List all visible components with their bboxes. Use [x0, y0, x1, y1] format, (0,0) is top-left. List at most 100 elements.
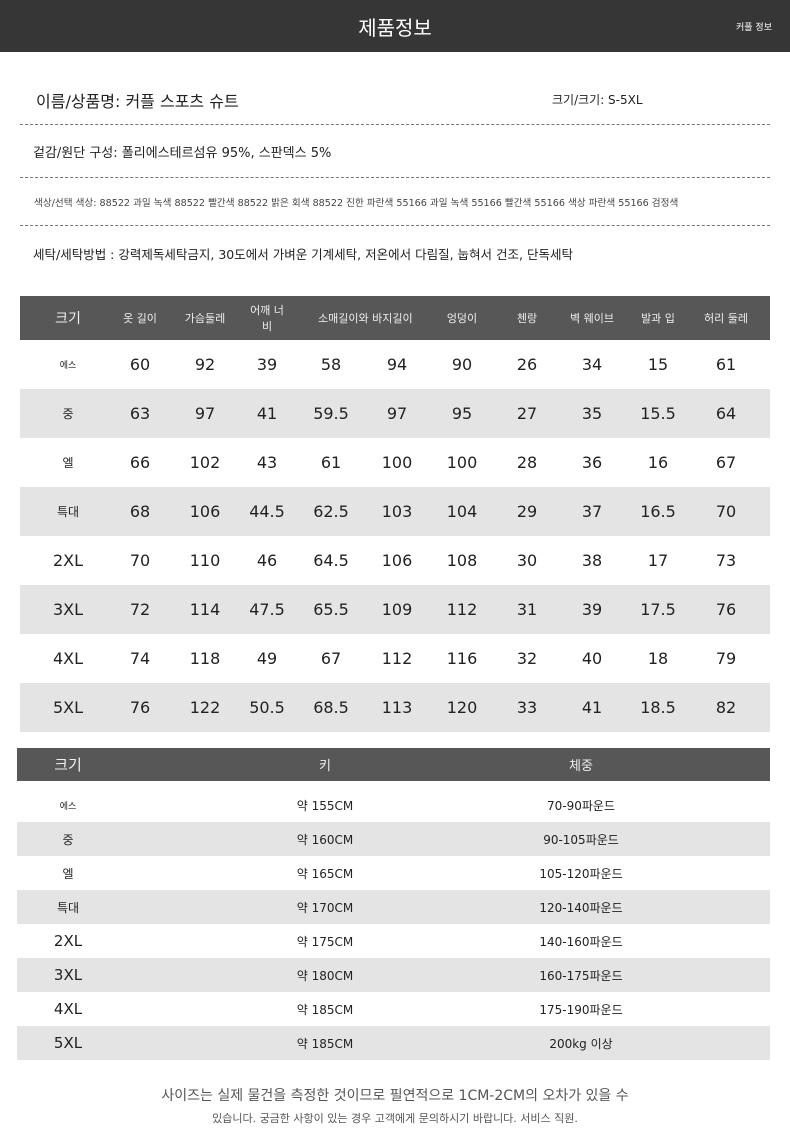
table-cell: 120: [446, 698, 478, 717]
table-cell: 18: [647, 649, 669, 668]
page-title: 제품정보: [358, 16, 432, 40]
table-cell: 중: [62, 832, 74, 847]
table-cell: 97: [194, 404, 216, 423]
table-cell: 31: [516, 600, 538, 619]
table-cell: 4XL: [53, 1000, 83, 1018]
table-row: 2XL 70 110 46 64.5 106 108 30 38 17 73: [20, 536, 770, 585]
table-cell: 약 185CM: [296, 1036, 354, 1051]
table-cell: 41: [581, 698, 603, 717]
table-cell: 47.5: [249, 600, 285, 619]
size-table-header: 크기 옷 길이 가슴둘레 어깨 너비 소매길이와 바지길이 엉덩이 첸랑 벽 웨이브 발과 입 허…: [20, 296, 770, 340]
table-cell: 97: [386, 404, 408, 423]
table-cell: 120-140파운드: [539, 900, 623, 915]
table-cell: 108: [446, 551, 478, 570]
fit-table-header: 크기 키 체중: [17, 748, 770, 781]
table-cell: 26: [516, 355, 538, 374]
table-cell: 106: [381, 551, 413, 570]
table-cell: 엘: [62, 866, 74, 881]
table-cell: 50.5: [249, 698, 285, 717]
table-cell: 160-175파운드: [539, 968, 623, 983]
table-row: 5XL 약 185CM 200kg 이상: [17, 1026, 770, 1060]
product-material: 겉감/원단 구성: 폴리에스테르섬유 95%, 스판덱스 5%: [33, 146, 332, 161]
table-cell: 32: [516, 649, 538, 668]
table-row: 5XL 76 122 50.5 68.5 113 120 33 41 18.5 82: [20, 683, 770, 732]
table-cell: 94: [386, 355, 408, 374]
table-cell: 41: [256, 404, 278, 423]
table-row: 중 약 160CM 90-105파운드: [17, 822, 770, 856]
table-cell: 44.5: [249, 502, 285, 521]
header-bar: 제품정보 커플 정보: [0, 0, 790, 52]
table-cell: 92: [194, 355, 216, 374]
table-cell: 약 160CM: [296, 832, 354, 847]
table-row: 4XL 74 118 49 67 112 116 32 40 18 79: [20, 634, 770, 683]
table-cell: 약 175CM: [296, 934, 354, 949]
divider: [20, 177, 770, 178]
table-cell: 82: [715, 698, 737, 717]
table-cell: 특대: [56, 505, 80, 519]
table-cell: 102: [189, 453, 221, 472]
header-cell: 첸랑: [516, 312, 538, 325]
table-cell: 16.5: [640, 502, 676, 521]
table-cell: 67: [320, 649, 342, 668]
table-cell: 33: [516, 698, 538, 717]
table-cell: 70: [715, 502, 737, 521]
table-cell: 15: [647, 355, 669, 374]
table-cell: 67: [715, 453, 737, 472]
table-cell: 35: [581, 404, 603, 423]
table-cell: 72: [129, 600, 151, 619]
table-cell: 특대: [56, 900, 80, 915]
table-cell: 74: [129, 649, 151, 668]
table-cell: 엘: [62, 456, 74, 470]
table-cell: 104: [446, 502, 478, 521]
footer-note-2: 있습니다. 궁금한 사항이 있는 경우 고객에게 문의하시기 바랍니다. 서비스…: [212, 1112, 578, 1125]
table-cell: 28: [516, 453, 538, 472]
table-row: 2XL 약 175CM 140-160파운드: [17, 924, 770, 958]
table-cell: 106: [189, 502, 221, 521]
table-cell: 2XL: [52, 551, 84, 570]
table-cell: 5XL: [53, 1034, 83, 1052]
table-cell: 61: [320, 453, 342, 472]
table-cell: 66: [129, 453, 151, 472]
table-cell: 200kg 이상: [549, 1036, 613, 1051]
table-row: 3XL 약 180CM 160-175파운드: [17, 958, 770, 992]
table-cell: 36: [581, 453, 603, 472]
header-cell: 엉덩이: [446, 312, 478, 325]
table-cell: 34: [581, 355, 603, 374]
table-cell: 5XL: [52, 698, 84, 717]
table-cell: 약 185CM: [296, 1002, 354, 1017]
header-cell: 허리 둘레: [704, 312, 748, 325]
header-cell: 어깨 너비: [250, 304, 284, 333]
table-cell: 18.5: [640, 698, 676, 717]
table-cell: 39: [581, 600, 603, 619]
table-cell: 110: [189, 551, 221, 570]
table-cell: 15.5: [640, 404, 676, 423]
table-cell: 63: [129, 404, 151, 423]
table-row: 특대 68 106 44.5 62.5 103 104 29 37 16.5 70: [20, 487, 770, 536]
table-cell: 30: [516, 551, 538, 570]
table-cell: 113: [381, 698, 413, 717]
table-cell: 17: [647, 551, 669, 570]
table-cell: 46: [256, 551, 278, 570]
table-cell: 약 165CM: [296, 866, 354, 881]
size-table: 크기 옷 길이 가슴둘레 어깨 너비 소매길이와 바지길이 엉덩이 첸랑 벽 웨이브 발과 입 허…: [20, 296, 770, 732]
table-cell: 38: [581, 551, 603, 570]
table-cell: 105-120파운드: [539, 866, 623, 881]
table-cell: 16: [647, 453, 669, 472]
footer-note-1: 사이즈는 실제 물건을 측정한 것이므로 필연적으로 1CM-2CM의 오차가 …: [161, 1088, 629, 1104]
product-washing: 세탁/세탁방법 : 강력제독세탁금지, 30도에서 가벼운 기계세탁, 저온에서…: [33, 247, 573, 262]
table-cell: 60: [129, 355, 151, 374]
table-row: 4XL 약 185CM 175-190파운드: [17, 992, 770, 1026]
table-row: 엘 66 102 43 61 100 100 28 36 16 67: [20, 438, 770, 487]
table-cell: 95: [451, 404, 473, 423]
table-cell: 40: [581, 649, 603, 668]
product-size: 크기/크기: S-5XL: [552, 93, 643, 107]
table-cell: 73: [715, 551, 737, 570]
table-cell: 103: [381, 502, 413, 521]
table-cell: 76: [715, 600, 737, 619]
table-cell: 37: [581, 502, 603, 521]
table-cell: 2XL: [53, 932, 83, 950]
table-cell: 27: [516, 404, 538, 423]
table-cell: 114: [189, 600, 221, 619]
header-cell: 크기: [54, 756, 82, 774]
table-row: 중 63 97 41 59.5 97 95 27 35 15.5 64: [20, 389, 770, 438]
